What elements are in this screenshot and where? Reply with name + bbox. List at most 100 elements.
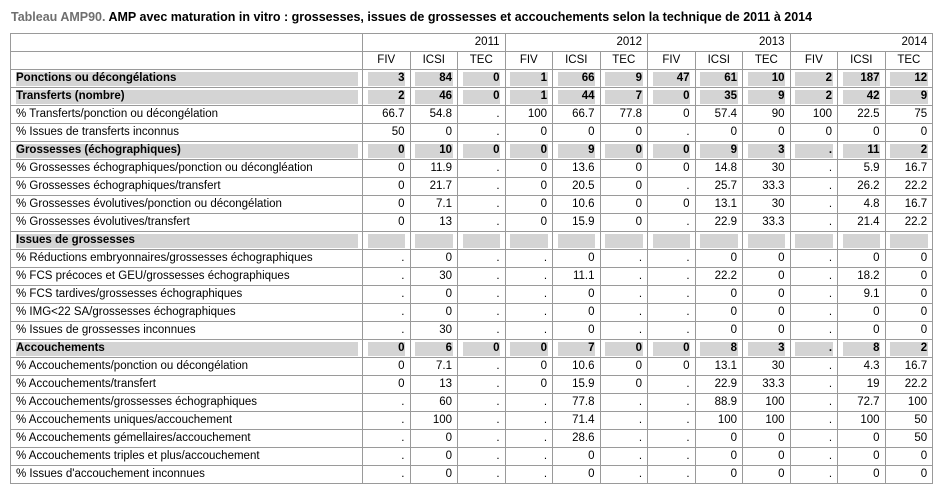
table-cell: 72.7: [837, 393, 886, 412]
table-cell: 0: [694, 447, 744, 466]
row-label: % Transferts/ponction ou décongélation: [10, 105, 363, 124]
table-cell: .: [789, 303, 839, 322]
table-cell: 25.7: [694, 177, 744, 196]
table-cell: .: [599, 285, 649, 304]
table-cell: .: [504, 267, 554, 286]
table-cell: .: [457, 105, 506, 124]
section-row: Transferts (nombre) 2 46 0 1 44 7 0 35 9 2 42 9: [10, 87, 934, 106]
section-row: Grossesses (échographiques) 0 10 0 0 9 0 0 9 3. 11…: [10, 141, 934, 160]
table-cell: 30: [409, 321, 458, 340]
table-cell: 60: [409, 393, 458, 412]
table-cell: 0: [884, 465, 934, 484]
section-row: Ponctions ou décongélations 3 84 0 1 66 9 47 61 1…: [10, 69, 934, 88]
table-cell: 0: [457, 87, 506, 106]
table-cell: .: [647, 375, 696, 394]
row-label: Grossesses (échographiques): [10, 141, 363, 160]
year-header: 2013: [647, 33, 791, 52]
table-cell: 0: [647, 195, 696, 214]
table-cell: .: [599, 447, 649, 466]
table-cell: .: [789, 357, 839, 376]
table-cell: 0: [362, 375, 411, 394]
table-cell: 30: [742, 357, 791, 376]
table-cell: .: [789, 159, 839, 178]
table-cell: 13.6: [552, 159, 601, 178]
row-label: % Accouchements uniques/accouchement: [10, 411, 363, 430]
report-page: Tableau AMP90. AMP avec maturation in vi…: [10, 10, 934, 484]
table-cell: [599, 231, 649, 250]
section-row: Accouchements 0 6 0 0 7 0 0 8 3. 8 2: [10, 339, 934, 358]
table-cell: 0: [742, 321, 791, 340]
table-cell: .: [647, 213, 696, 232]
table-cell: 0: [457, 339, 506, 358]
table-cell: 0: [884, 285, 934, 304]
row-label: % FCS tardives/grossesses échographiques: [10, 285, 363, 304]
table-header: 2011 2012 2013 2014 FIV ICSI TEC FIV ICSI TEC FIV…: [10, 33, 934, 70]
table-cell: 7: [552, 339, 601, 358]
amp90-table: 2011 2012 2013 2014 FIV ICSI TEC FIV ICSI TEC FIV…: [10, 33, 934, 484]
table-cell: .: [504, 465, 554, 484]
table-cell: 22.9: [694, 375, 744, 394]
table-title-prefix: Tableau AMP90.: [11, 10, 106, 24]
table-cell: .: [457, 213, 506, 232]
table-cell: 0: [504, 177, 554, 196]
table-cell: [837, 231, 886, 250]
table-cell: 0: [362, 141, 411, 160]
table-cell: 0: [599, 375, 649, 394]
table-cell: 13.1: [694, 195, 744, 214]
table-cell: 0: [884, 447, 934, 466]
table-cell: .: [647, 123, 696, 142]
table-cell: .: [647, 447, 696, 466]
row-label: % Grossesses évolutives/transfert: [10, 213, 363, 232]
table-cell: 66.7: [362, 105, 411, 124]
table-cell: 2: [884, 339, 934, 358]
table-cell: .: [647, 411, 696, 430]
table-cell: 30: [409, 267, 458, 286]
row-label: Accouchements: [10, 339, 363, 358]
table-cell: [409, 231, 458, 250]
table-cell: 0: [742, 429, 791, 448]
table-cell: 13.1: [694, 357, 744, 376]
corner-cell: [10, 33, 363, 52]
technique-header: TEC: [742, 51, 791, 70]
table-cell: 7.1: [409, 357, 458, 376]
technique-header-row: FIV ICSI TEC FIV ICSI TEC FIV ICSI TEC FIV ICSI TEC: [10, 51, 934, 70]
table-cell: 4.3: [837, 357, 886, 376]
table-cell: .: [362, 411, 411, 430]
table-cell: 50: [884, 429, 934, 448]
table-cell: .: [362, 465, 411, 484]
row-label: % Réductions embryonnaires/grossesses éc…: [10, 249, 363, 268]
table-cell: 21.7: [409, 177, 458, 196]
table-cell: 90: [742, 105, 791, 124]
table-cell: .: [362, 267, 411, 286]
table-cell: .: [457, 177, 506, 196]
table-cell: 0: [694, 285, 744, 304]
table-cell: 0: [599, 195, 649, 214]
table-cell: 100: [742, 393, 791, 412]
table-cell: 0: [599, 141, 649, 160]
table-cell: 0: [552, 285, 601, 304]
table-cell: .: [647, 465, 696, 484]
table-cell: 22.2: [694, 267, 744, 286]
table-cell: .: [789, 249, 839, 268]
table-cell: .: [647, 267, 696, 286]
technique-header: ICSI: [552, 51, 601, 70]
table-cell: 0: [647, 141, 696, 160]
table-cell: 100: [504, 105, 554, 124]
table-cell: .: [789, 375, 839, 394]
table-cell: 0: [409, 123, 458, 142]
table-cell: .: [789, 177, 839, 196]
table-cell: .: [647, 285, 696, 304]
table-cell: 7.1: [409, 195, 458, 214]
table-cell: 0: [362, 213, 411, 232]
table-cell: 100: [884, 393, 934, 412]
table-cell: 30: [742, 159, 791, 178]
row-label: % Issues de grossesses inconnues: [10, 321, 363, 340]
table-cell: 9.1: [837, 285, 886, 304]
year-header: 2011: [362, 33, 506, 52]
table-cell: 1: [504, 87, 554, 106]
table-cell: 44: [552, 87, 601, 106]
table-row: % Transferts/ponction ou décongélation 66…: [10, 105, 934, 124]
table-cell: 77.8: [599, 105, 649, 124]
table-cell: 0: [409, 447, 458, 466]
table-cell: 22.5: [837, 105, 886, 124]
